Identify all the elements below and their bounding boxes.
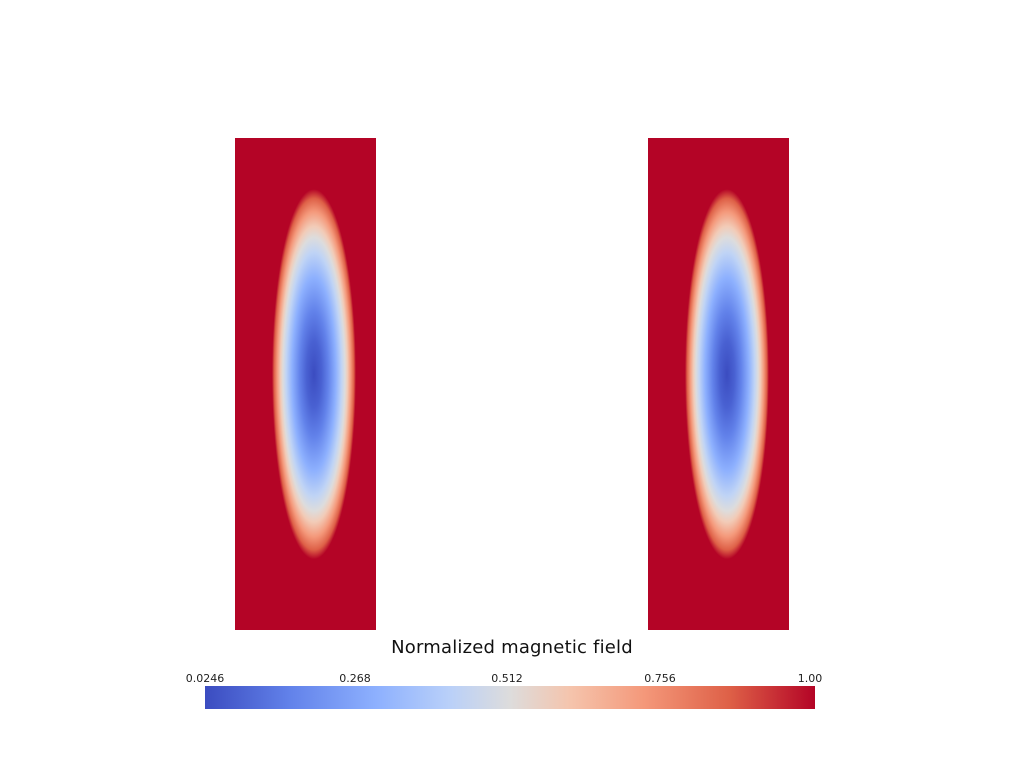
right-field-panel [648,138,789,630]
left-field-panel [235,138,376,630]
colorbar-tick-label: 0.512 [491,672,523,685]
colorbar-title: Normalized magnetic field [391,637,633,658]
colorbar-tick-label: 0.268 [339,672,371,685]
colorbar-tick-label: 1.00 [797,672,823,685]
colorbar-tick-label: 0.0246 [185,672,225,685]
colorbar-tick-label: 0.756 [644,672,676,685]
colorbar-gradient [205,686,815,709]
